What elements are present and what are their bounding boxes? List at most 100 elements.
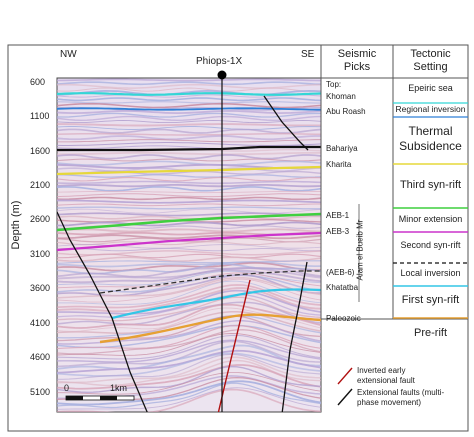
reflector-line: [57, 340, 321, 368]
reflector-line: [57, 241, 321, 246]
tectonic-label: Regional inversion: [395, 104, 466, 114]
reflector-line: [57, 133, 321, 136]
reflector-line: [57, 81, 321, 86]
scale-start-label: 0: [64, 383, 70, 393]
reflector-line: [57, 126, 321, 130]
reflector-line: [57, 256, 321, 262]
tectonic-label: Minor extension: [398, 214, 463, 224]
extensional-fault: [263, 95, 309, 151]
legend-inverted-fault-line: [337, 367, 353, 385]
reflector-line: [57, 123, 321, 127]
horizon-aeb1: [57, 212, 321, 232]
horizon-abu-roash: [57, 107, 321, 111]
reflector-line: [57, 78, 321, 82]
y-tick: 3100: [30, 249, 51, 259]
reflector-line: [57, 365, 321, 394]
reflector-line: [57, 339, 321, 363]
reflector-line: [57, 260, 321, 264]
reflector-line: [57, 301, 321, 326]
y-tick: 5100: [30, 387, 51, 397]
reflector-line: [57, 244, 321, 249]
reflector-line: [57, 160, 321, 166]
reflector-line: [57, 128, 321, 134]
tectonic-label: First syn-rift: [401, 294, 460, 306]
reflector-line: [57, 356, 321, 384]
reflector-line: [57, 115, 321, 122]
reflector-line: [57, 184, 321, 188]
reflector-line: [57, 333, 321, 356]
pick-label: AEB-3: [326, 227, 350, 236]
reflector-line: [57, 112, 321, 118]
nw-label: NW: [60, 49, 77, 60]
reflector-line: [57, 280, 321, 305]
tectonic-label: Local inversion: [400, 268, 461, 278]
reflector-line: [57, 203, 321, 207]
pick-label: Khatatba: [326, 283, 359, 292]
reflector-line: [57, 253, 321, 259]
reflector-line: [57, 380, 321, 406]
tectonic-label: Third syn-rift: [399, 179, 462, 191]
alam-el-bueib-label: Alam el Bueib Mr: [355, 219, 365, 281]
reflector-line: [57, 284, 321, 309]
reflector-line: [57, 294, 321, 319]
extensional-fault: [281, 261, 308, 412]
reflector-line: [57, 269, 321, 284]
reflector-line: [57, 388, 321, 412]
reflector-line: [57, 102, 321, 109]
tectonic-label: Epeiric sea: [408, 83, 453, 93]
reflector-line: [57, 387, 321, 410]
reflector-line: [57, 334, 321, 360]
y-tick: 2100: [30, 180, 51, 190]
reflector-line: [57, 180, 321, 185]
pick-label: Bahariya: [326, 144, 358, 153]
reflector-line: [57, 344, 321, 370]
legend-item-extensional-fault: Extensional faults (multi- phase movemen…: [357, 388, 445, 407]
reflector-line: [57, 109, 321, 115]
reflector-line: [57, 274, 321, 293]
pick-label: (AEB-6): [326, 268, 355, 277]
well-name: Phiops-1X: [196, 56, 243, 67]
reflector-line: [57, 154, 321, 160]
y-tick: 600: [30, 77, 46, 87]
reflector-line: [57, 186, 321, 192]
reflector-line: [57, 270, 321, 286]
reflector-line: [57, 303, 321, 329]
y-axis-label: Depth (m): [10, 200, 22, 250]
reflector-line: [57, 199, 321, 204]
reflector-line: [57, 120, 321, 124]
pick-label: Top:: [326, 80, 342, 89]
reflector-line: [57, 287, 321, 313]
reflector-line: [57, 296, 321, 322]
reflector-line: [57, 324, 321, 350]
reflector-line: [57, 158, 321, 162]
scale-bar: [65, 395, 135, 401]
tectonic-label: Thermal: [408, 124, 453, 138]
reflector-line: [57, 234, 321, 240]
reflector-line: [57, 83, 321, 89]
reflector-line: [57, 248, 321, 252]
reflector-line: [57, 208, 321, 214]
reflector-line: [57, 174, 321, 178]
reflector-line: [57, 87, 321, 92]
reflector-line: [57, 267, 321, 278]
reflector-line: [57, 206, 321, 210]
y-tick: 1600: [30, 146, 51, 156]
pick-label: Abu Roash: [326, 107, 366, 116]
se-label: SE: [301, 49, 315, 60]
reflector-line: [57, 221, 321, 227]
reflector-line: [57, 176, 321, 182]
reflector-line: [57, 228, 321, 233]
reflector-line: [57, 190, 321, 194]
y-tick: 1100: [30, 111, 50, 121]
reflector-line: [57, 97, 321, 102]
reflector-line: [57, 141, 321, 147]
y-tick: 3600: [30, 283, 51, 293]
reflector-line: [57, 329, 321, 355]
reflector-line: [57, 278, 321, 303]
tectonic-label: Pre-rift: [414, 327, 447, 339]
reflector-line: [57, 372, 321, 395]
reflector-line: [57, 135, 321, 141]
well-marker-icon: [217, 70, 227, 80]
tectonic-label: Subsidence: [399, 139, 462, 153]
